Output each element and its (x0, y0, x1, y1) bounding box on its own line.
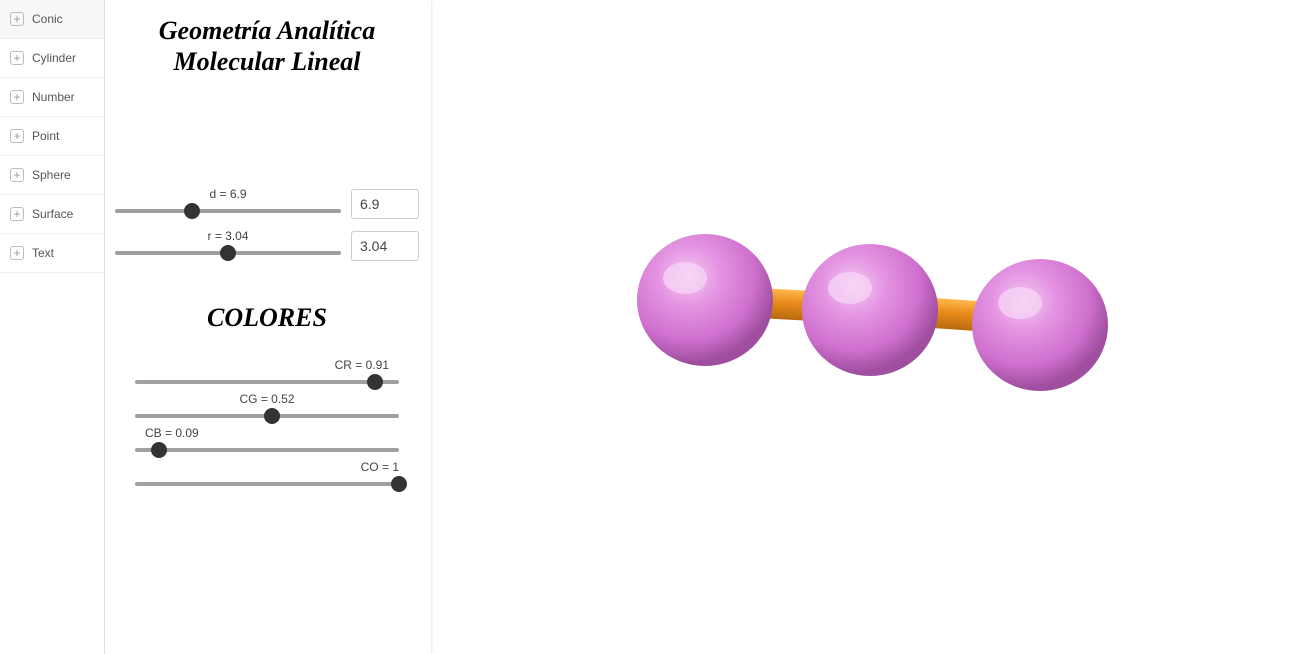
sidebar-item-sphere[interactable]: + Sphere (0, 156, 104, 195)
slider-co-thumb[interactable] (391, 476, 407, 492)
object-sidebar: + Conic + Cylinder + Number + Point + Sp… (0, 0, 105, 654)
slider-cr-thumb[interactable] (367, 374, 383, 390)
colors-heading: COLORES (115, 303, 419, 333)
sphere-left-highlight (663, 262, 707, 294)
sidebar-item-label: Conic (32, 12, 63, 26)
slider-r-label: r = 3.04 (115, 229, 341, 243)
sphere-middle-highlight (828, 272, 872, 304)
sidebar-item-number[interactable]: + Number (0, 78, 104, 117)
plus-icon: + (10, 168, 24, 182)
slider-co-track[interactable] (135, 482, 399, 486)
controls-panel: Geometría Analítica Molecular Lineal d =… (105, 0, 430, 654)
sidebar-item-cylinder[interactable]: + Cylinder (0, 39, 104, 78)
sidebar-item-label: Point (32, 129, 59, 143)
sphere-left (637, 234, 773, 366)
slider-cg-label: CG = 0.52 (135, 392, 399, 406)
slider-r-row: r = 3.04 (115, 229, 419, 263)
sidebar-item-label: Number (32, 90, 75, 104)
slider-cg-thumb[interactable] (264, 408, 280, 424)
slider-cr-label: CR = 0.91 (135, 358, 399, 372)
sidebar-item-label: Text (32, 246, 54, 260)
slider-d-label: d = 6.9 (115, 187, 341, 201)
sphere-middle (802, 244, 938, 376)
sidebar-item-text[interactable]: + Text (0, 234, 104, 273)
3d-viewport[interactable] (430, 0, 1292, 654)
input-d[interactable] (351, 189, 419, 219)
slider-cb-track[interactable] (135, 448, 399, 452)
molecule-svg (430, 0, 1292, 654)
plus-icon: + (10, 246, 24, 260)
sidebar-item-conic[interactable]: + Conic (0, 0, 104, 39)
slider-cg-track[interactable] (135, 414, 399, 418)
plus-icon: + (10, 129, 24, 143)
input-r[interactable] (351, 231, 419, 261)
plus-icon: + (10, 12, 24, 26)
sphere-right (972, 259, 1108, 391)
slider-d-thumb[interactable] (184, 203, 200, 219)
panel-divider[interactable] (429, 0, 431, 654)
sidebar-item-surface[interactable]: + Surface (0, 195, 104, 234)
sidebar-item-label: Sphere (32, 168, 71, 182)
slider-r-thumb[interactable] (220, 245, 236, 261)
slider-cb-thumb[interactable] (151, 442, 167, 458)
slider-cb-label: CB = 0.09 (135, 426, 399, 440)
page-title: Geometría Analítica Molecular Lineal (115, 15, 419, 77)
slider-cr-track[interactable] (135, 380, 399, 384)
slider-d-row: d = 6.9 (115, 187, 419, 221)
plus-icon: + (10, 51, 24, 65)
plus-icon: + (10, 207, 24, 221)
sidebar-item-label: Cylinder (32, 51, 76, 65)
sphere-right-highlight (998, 287, 1042, 319)
sidebar-item-label: Surface (32, 207, 73, 221)
sidebar-item-point[interactable]: + Point (0, 117, 104, 156)
slider-co-label: CO = 1 (135, 460, 399, 474)
slider-d-track[interactable] (115, 209, 341, 213)
slider-r-track[interactable] (115, 251, 341, 255)
plus-icon: + (10, 90, 24, 104)
